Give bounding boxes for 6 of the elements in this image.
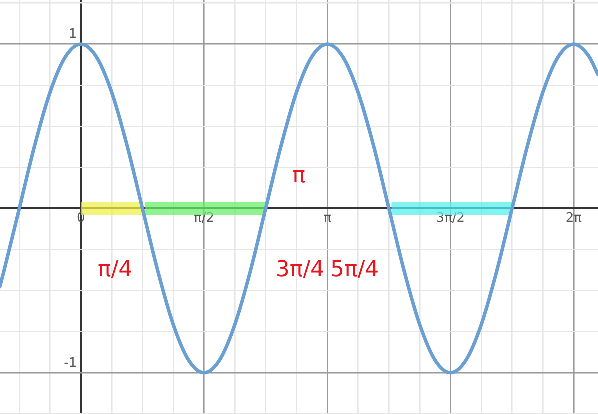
y-tick-label: 1	[68, 27, 78, 42]
y-tick-label: -1	[64, 356, 78, 371]
annotation: π/4	[98, 257, 133, 282]
annotation: 3π/4	[276, 257, 325, 282]
annotation: 5π/4	[330, 257, 380, 282]
annotation: π	[292, 163, 306, 188]
